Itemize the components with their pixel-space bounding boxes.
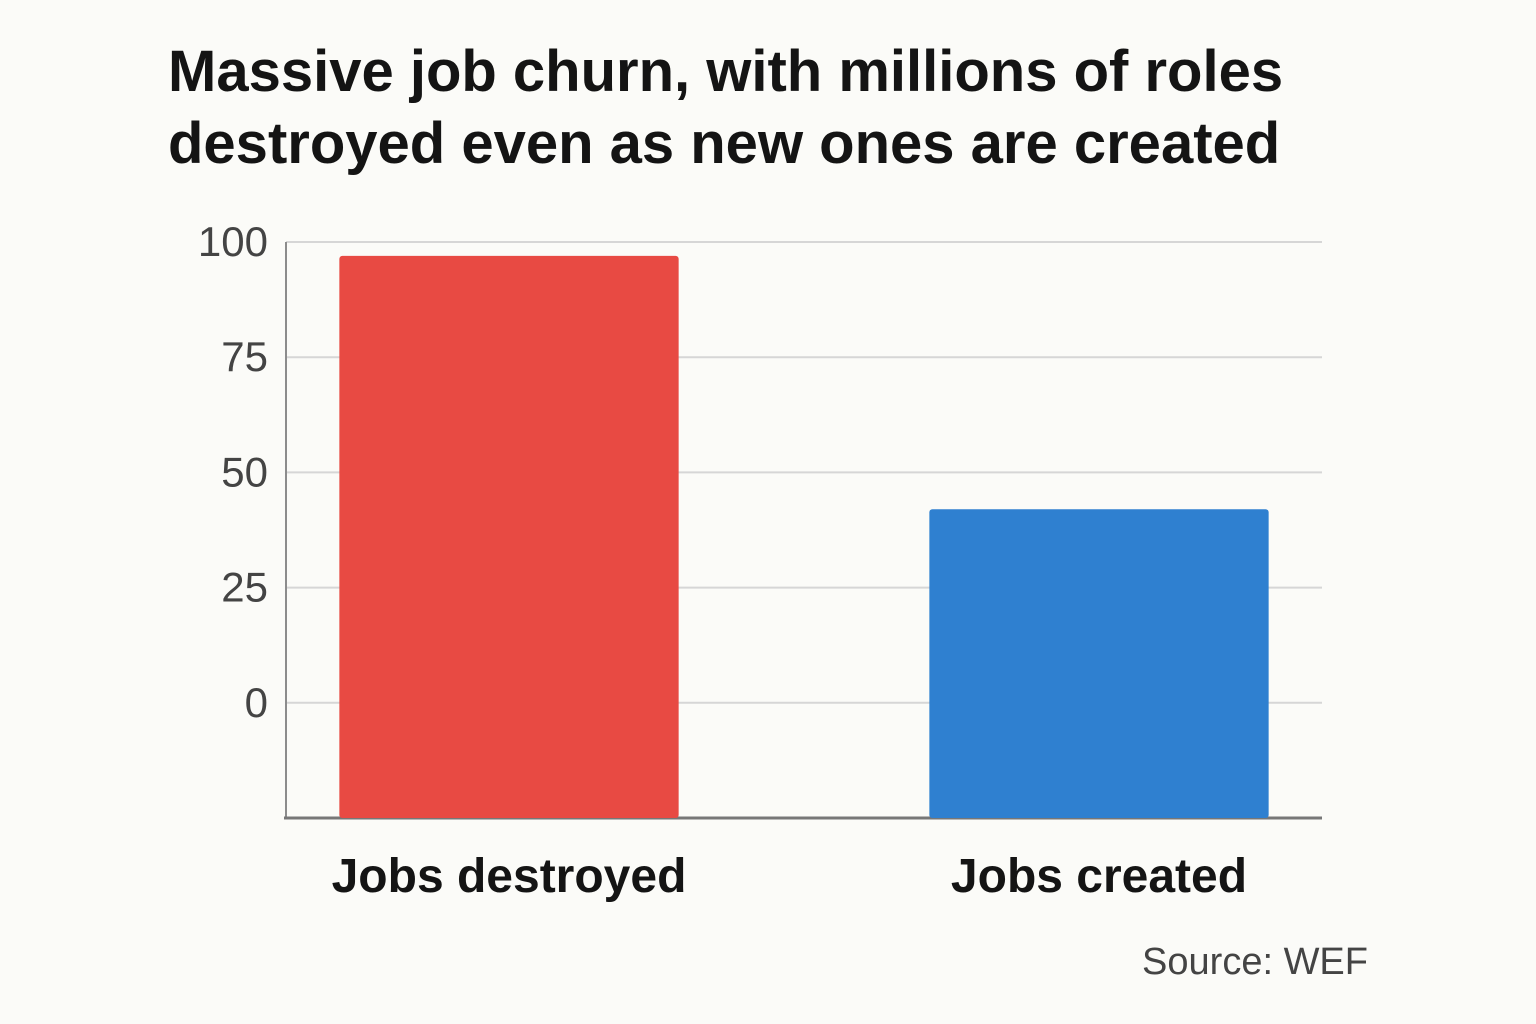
category-labels: Jobs destroyed Jobs created: [332, 850, 1247, 903]
bar-jobs-destroyed: [339, 255, 679, 819]
bar-jobs-created: [929, 509, 1269, 818]
category-label: Jobs created: [951, 850, 1247, 903]
bars: [339, 255, 1269, 819]
y-tick-label: 50: [221, 448, 268, 495]
y-tick-label: 25: [221, 564, 268, 611]
chart-title-line-2: destroyed even as new ones are created: [168, 111, 1281, 176]
y-tick-label: 0: [245, 679, 268, 726]
chart-title: Massive job churn, with millions of role…: [168, 36, 1368, 180]
source-note: Source: WEF: [1142, 941, 1368, 983]
category-label: Jobs destroyed: [332, 850, 687, 903]
y-tick-label: 75: [221, 333, 268, 380]
y-tick-label: 100: [198, 218, 268, 265]
y-tick-labels: 100 75 50 25 0: [198, 218, 268, 726]
chart-title-line-1: Massive job churn, with millions of role…: [168, 39, 1284, 104]
